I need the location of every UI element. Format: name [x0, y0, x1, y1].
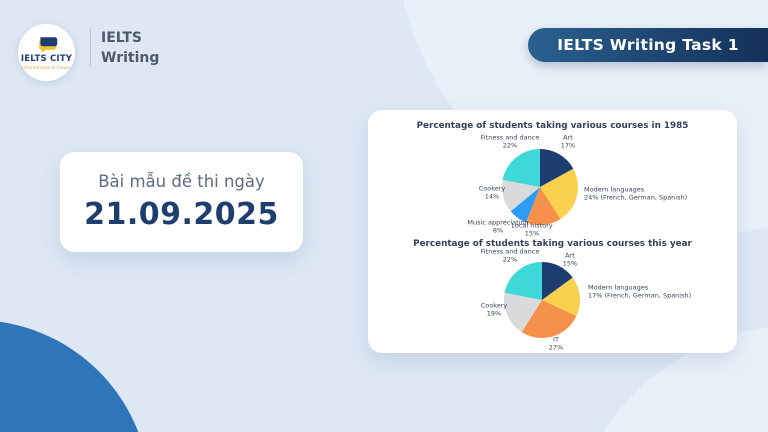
fitness-and-dance-slice — [502, 149, 540, 187]
product-name: IELTS Writing — [101, 28, 159, 69]
speech-bubble-icon — [35, 36, 59, 53]
exam-date: 21.09.2025 — [84, 197, 279, 232]
date-card-label: Bài mẫu đề thi ngày — [98, 172, 265, 191]
logo-tagline-text: International & Clever — [22, 64, 71, 70]
art-slice — [542, 262, 573, 300]
pie-label: Modern languages 24% (French, German, Spa… — [584, 185, 688, 202]
pie-label: Modern languages 17% (French, German, Spa… — [588, 283, 692, 300]
cookery-slice — [501, 179, 540, 212]
pie-label: Art 15% — [562, 251, 578, 268]
fitness-and-dance-slice — [504, 262, 542, 300]
pie-label: IT 27% — [548, 335, 564, 352]
pie-label: Fitness and dance 22% — [480, 133, 540, 150]
task-badge: IELTS Writing Task 1 — [528, 28, 768, 62]
ielts-city-logo: IELTS CITY International & Clever — [18, 24, 75, 81]
pie-label: Music appreciation 8% — [467, 218, 529, 235]
music-appreciation-slice — [510, 187, 540, 223]
logo-brand-text: IELTS CITY — [20, 53, 73, 64]
cookery-slice — [503, 292, 542, 333]
chart-title-1985: Percentage of students taking various co… — [416, 121, 689, 131]
logo-divider — [90, 28, 91, 66]
pie-label: Cookery 14% — [478, 184, 506, 201]
pie-label: Fitness and dance 22% — [480, 247, 540, 264]
chart-title-this-year: Percentage of students taking various co… — [413, 239, 692, 249]
modern-languages-slice — [542, 277, 580, 317]
local-history-slice — [526, 187, 561, 225]
date-card: Bài mẫu đề thi ngày 21.09.2025 — [60, 152, 303, 252]
product-line-1: IELTS — [101, 30, 143, 46]
pie-svg — [503, 262, 580, 338]
it-slice — [521, 300, 577, 338]
background-circle-bottom-left — [0, 320, 150, 432]
art-slice — [540, 149, 574, 187]
modern-languages-slice — [540, 168, 578, 220]
product-line-2: Writing — [101, 50, 160, 67]
pie-svg — [501, 149, 578, 225]
pie-label: Art 17% — [560, 133, 576, 150]
pie-label: Cookery 19% — [480, 301, 508, 318]
chart-card: Percentage of students taking various co… — [368, 110, 737, 353]
pie-label: Local history 15% — [511, 221, 553, 238]
task-badge-label: IELTS Writing Task 1 — [557, 36, 739, 54]
